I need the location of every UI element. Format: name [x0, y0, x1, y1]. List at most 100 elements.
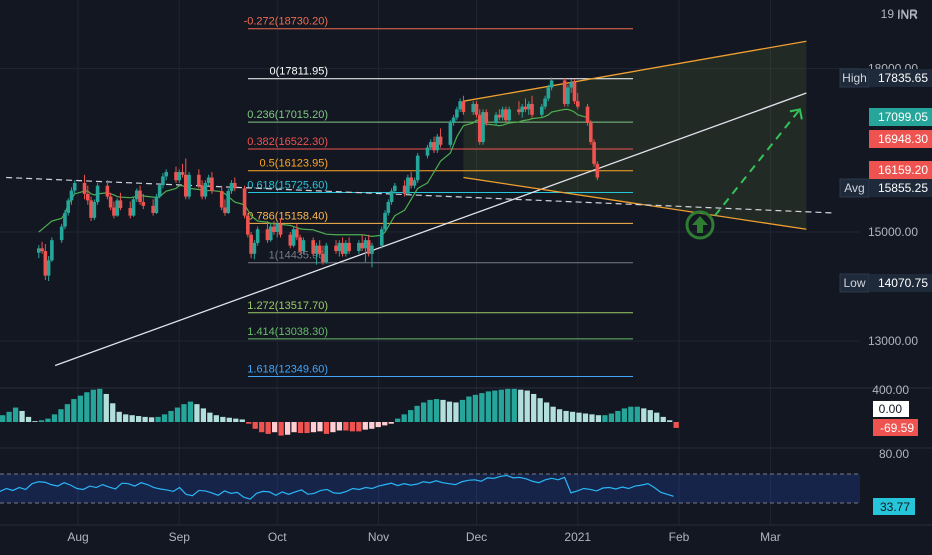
macd-histogram-bar [272, 422, 278, 433]
candle-body [219, 191, 224, 208]
candle-body [82, 182, 87, 194]
candle-body [562, 80, 567, 104]
price-tick-label: 19 INR [881, 7, 919, 21]
rsi-band [0, 474, 860, 503]
candle-body [105, 185, 110, 197]
price-tag-value: 14070.75 [878, 276, 928, 290]
candle-body [386, 202, 391, 213]
macd-histogram-bar [187, 401, 194, 422]
candle-body [206, 177, 211, 183]
macd-histogram-bar [446, 401, 453, 422]
moving-average [38, 108, 588, 237]
candle-body [69, 190, 74, 201]
macd-histogram-bar [129, 415, 135, 422]
time-tick-label: Nov [368, 530, 389, 544]
macd-histogram-bar [265, 422, 271, 434]
macd-histogram-bar [71, 399, 77, 422]
candle-body [177, 172, 182, 181]
macd-histogram-bar [168, 410, 174, 422]
dashed-average-line [6, 176, 833, 214]
macd-histogram-bar [498, 389, 504, 422]
candle-body [200, 185, 204, 197]
candle-body [249, 234, 253, 254]
candle-body [66, 200, 71, 213]
macd-histogram-bar [485, 391, 491, 422]
candle-body [95, 185, 100, 203]
macd-histogram-bar [466, 396, 472, 422]
candle-body [357, 242, 361, 252]
macd-histogram-bar [174, 407, 181, 422]
price-tag-box [869, 69, 932, 87]
candle-body [134, 190, 139, 200]
candle-body [530, 103, 534, 115]
candle-body [546, 87, 551, 99]
macd-histogram-bar [336, 422, 343, 431]
time-axis[interactable]: Aug Sep Oct Nov Dec 2021 Feb Mar [67, 530, 780, 544]
candle-body [37, 248, 41, 253]
projection-arrow-line [714, 108, 801, 217]
macd-histogram-bar [524, 390, 530, 422]
macd-histogram-bar [550, 406, 556, 422]
price-axis[interactable]: 19 INR18000.0015000.0013000.00400.000.00… [868, 7, 918, 515]
candle-body [507, 109, 511, 121]
candle-body [461, 101, 466, 113]
macd-histogram-bar [45, 418, 51, 422]
macd-tick-label: 400.00 [872, 383, 909, 397]
macd-histogram-bar [291, 422, 297, 433]
candle-body [334, 245, 338, 252]
candle-body [180, 172, 185, 175]
macd-histogram-bar [19, 410, 25, 422]
price-tag-label: Low [843, 276, 865, 290]
price-tag-box [869, 130, 932, 148]
fib-level-label: 0.786(15158.40) [247, 210, 328, 222]
macd-histogram-bar [634, 406, 640, 422]
macd-histogram-bar [621, 408, 627, 422]
macd-zero-tag [873, 401, 909, 417]
candle-body [337, 242, 342, 252]
candle-body [370, 245, 374, 254]
macd-histogram-bar [459, 399, 466, 422]
macd-histogram-bar [479, 393, 485, 422]
macd-histogram-bar [110, 403, 116, 422]
time-tick-label: Aug [67, 530, 88, 544]
macd-histogram-bar [38, 420, 45, 422]
candle-body [425, 147, 430, 156]
rsi-line [0, 474, 674, 500]
macd-histogram-bar [395, 418, 401, 422]
candle-body [151, 205, 155, 213]
candle-body [311, 240, 315, 254]
channel-fill [463, 41, 807, 230]
candle-body [575, 101, 580, 107]
price-tag-box [869, 161, 932, 179]
fib-level-label: 0.236(17015.20) [247, 109, 328, 121]
projection-arrowhead [789, 108, 803, 120]
candle-body [543, 98, 547, 107]
macd-histogram-bar [226, 417, 232, 422]
candle-body [344, 242, 348, 254]
macd-histogram-bar [25, 416, 32, 422]
macd-panel [0, 388, 679, 436]
macd-current-value: -69.59 [880, 421, 914, 435]
fib-level-label: 1.414(13038.30) [247, 326, 328, 338]
macd-histogram-bar [569, 411, 576, 422]
candle-body [298, 237, 302, 252]
candle-body [572, 82, 577, 102]
candle-body [566, 87, 570, 104]
macd-histogram-bar [310, 422, 317, 433]
macd-histogram-bar [556, 409, 563, 422]
candle-body [595, 163, 600, 178]
candle-body [252, 242, 257, 254]
price-tag-value: 16159.20 [878, 163, 928, 177]
time-tick-label: Oct [268, 530, 287, 544]
time-tick-label: Feb [669, 530, 690, 544]
candle-body [517, 109, 521, 113]
candle-body [412, 180, 417, 186]
price-tag-box [869, 108, 932, 126]
macd-histogram-bar [194, 404, 200, 422]
rsi-value-tag [873, 498, 915, 515]
macd-histogram-bar [401, 414, 407, 422]
candle-body [157, 185, 162, 197]
candle-body [46, 260, 51, 276]
macd-histogram-bar [317, 422, 323, 432]
